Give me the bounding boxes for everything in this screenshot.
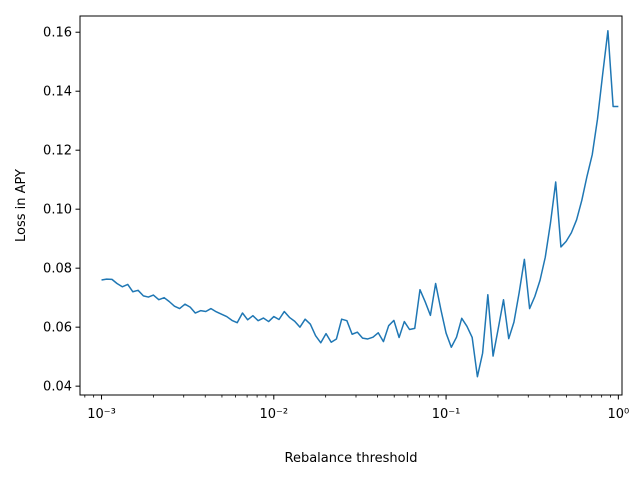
x-tick-label: 10⁻¹ — [432, 407, 461, 422]
x-axis-ticks: 10⁻³ 10⁻² 10⁻¹ 10⁰ — [84, 395, 629, 422]
plot-area — [101, 30, 619, 378]
y-tick-label: 0.16 — [43, 26, 72, 41]
x-tick-label: 10⁻² — [259, 407, 288, 422]
y-tick-label: 0.14 — [43, 85, 72, 100]
x-tick-label: 10⁻³ — [87, 407, 116, 422]
y-tick-label: 0.10 — [43, 203, 72, 218]
series-line — [101, 30, 619, 378]
y-tick-label: 0.08 — [43, 262, 72, 277]
y-tick-label: 0.12 — [43, 144, 72, 159]
y-axis-label: Loss in APY — [14, 169, 29, 242]
x-tick-label: 10⁰ — [607, 407, 629, 422]
y-axis-ticks: 0.04 0.06 0.08 0.10 0.12 0.14 0.16 — [43, 26, 80, 395]
y-tick-label: 0.06 — [43, 321, 72, 336]
x-axis-label: Rebalance threshold — [285, 451, 418, 466]
y-tick-label: 0.04 — [43, 380, 72, 395]
axes-frame — [79, 15, 623, 396]
